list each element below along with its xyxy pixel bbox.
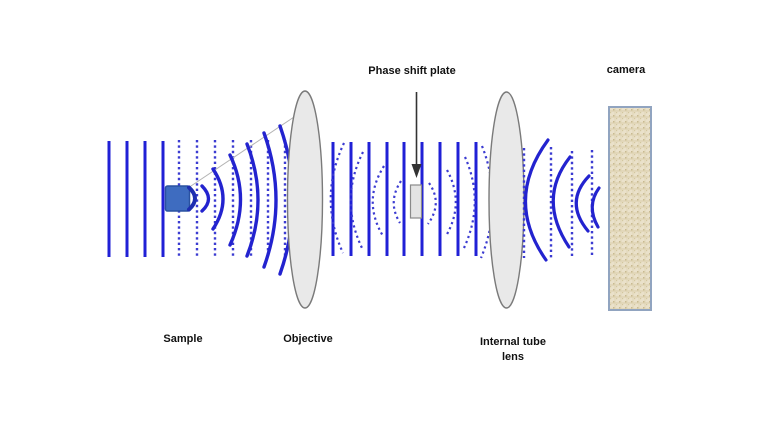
internal-tube-lens xyxy=(488,91,525,309)
camera-label: camera xyxy=(606,64,646,76)
phase-shift-plate xyxy=(409,184,423,219)
objective-label: Objective xyxy=(283,333,333,345)
converging-wavefronts-to-camera xyxy=(523,138,601,262)
objective-lens xyxy=(286,90,324,309)
plane-wavefronts-mid xyxy=(331,142,478,256)
dotted-wavefronts-converging xyxy=(329,142,402,254)
scattered-ray-line xyxy=(187,110,304,189)
camera-sensor xyxy=(608,106,652,311)
phase-plate-pointer-arrow xyxy=(411,92,422,178)
sample-label: Sample xyxy=(163,333,203,345)
internal-tube-lens-label: Internal tube lens xyxy=(479,336,546,363)
phase-shift-plate-label: Phase shift plate xyxy=(368,65,456,77)
plane-wavefronts-incoming xyxy=(107,141,165,257)
sample-block xyxy=(164,185,197,212)
dotted-wavefronts-diverging xyxy=(427,145,494,259)
